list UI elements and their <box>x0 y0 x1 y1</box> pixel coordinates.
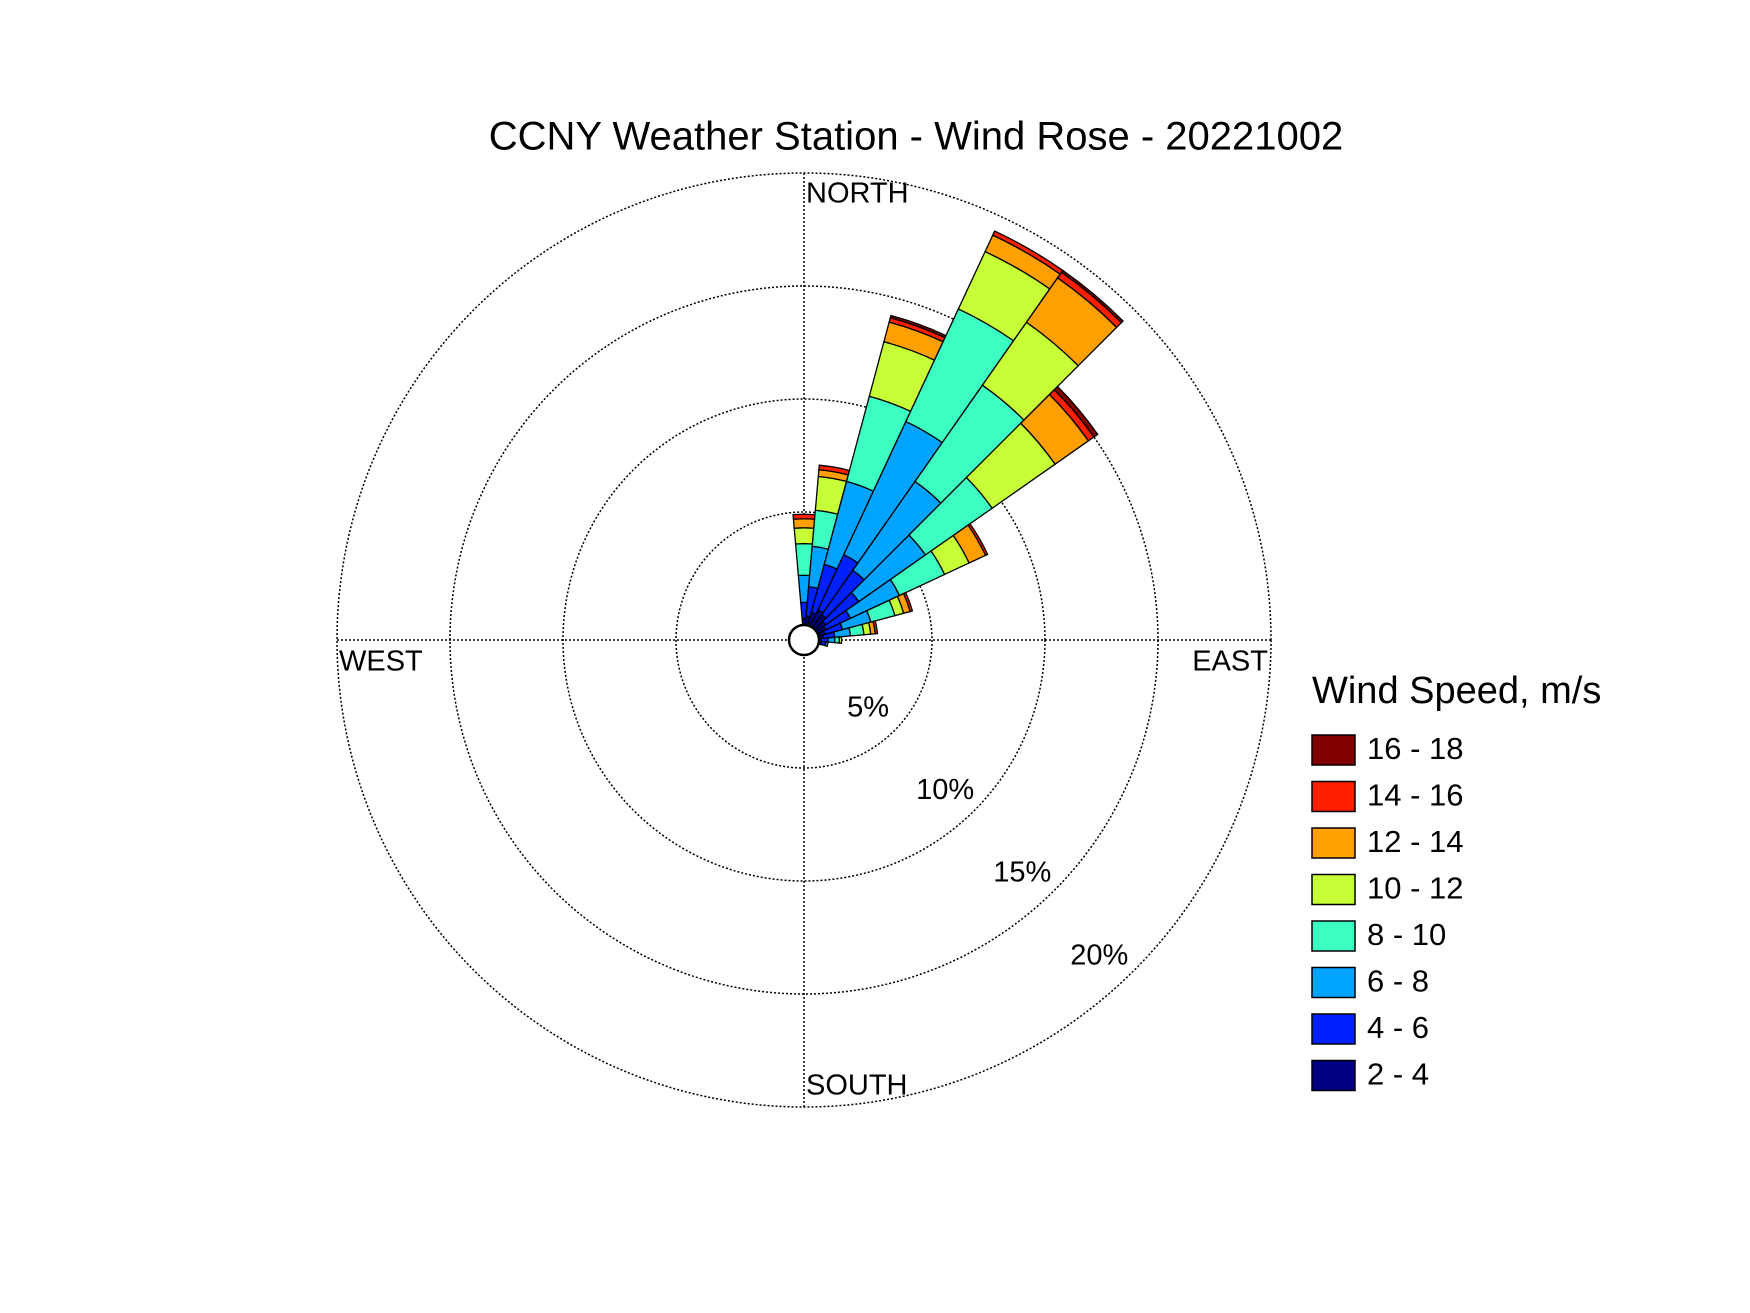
legend-label: 16 - 18 <box>1367 731 1464 766</box>
legend-swatch <box>1311 1013 1356 1045</box>
legend-label: 14 - 16 <box>1367 778 1464 813</box>
legend-swatch <box>1311 966 1356 999</box>
grid-ring <box>675 511 933 769</box>
legend-swatch <box>1311 873 1356 906</box>
legend-swatch <box>1311 734 1356 766</box>
chart-title: CCNY Weather Station - Wind Rose - 20221… <box>489 115 1344 159</box>
wind-segment <box>824 641 829 648</box>
legend-title: Wind Speed, m/s <box>1312 670 1601 712</box>
wind-segment <box>872 620 879 635</box>
wind-segment <box>793 527 815 545</box>
wind-segment <box>792 518 816 529</box>
legend-label: 12 - 14 <box>1367 824 1464 859</box>
compass-label: NORTH <box>806 178 909 210</box>
legend-label: 8 - 10 <box>1367 917 1446 952</box>
legend-label: 10 - 12 <box>1367 871 1464 906</box>
wind-segment <box>1053 385 1099 438</box>
legend-label: 2 - 4 <box>1367 1057 1429 1092</box>
r-tick-label: 20% <box>1070 939 1128 971</box>
wind-segment <box>1060 269 1124 324</box>
compass-label: SOUTH <box>806 1070 908 1102</box>
center-hole <box>787 623 821 657</box>
compass-label: EAST <box>1192 646 1268 678</box>
r-tick-label: 15% <box>993 857 1051 889</box>
legend-label: 6 - 8 <box>1367 964 1429 999</box>
wind-segment <box>827 636 836 644</box>
wind-segment <box>967 522 989 557</box>
legend-swatch <box>1311 780 1356 813</box>
wind-segment <box>792 513 816 520</box>
r-tick-label: 10% <box>916 774 974 806</box>
wind-segment <box>902 591 914 613</box>
legend-swatch <box>1311 1059 1356 1092</box>
legend-label: 4 - 6 <box>1367 1010 1429 1045</box>
compass-label: WEST <box>339 646 423 678</box>
legend-swatch <box>1311 827 1356 859</box>
wind-segment <box>838 636 843 644</box>
legend-swatch <box>1311 920 1356 952</box>
r-tick-label: 5% <box>847 691 889 723</box>
